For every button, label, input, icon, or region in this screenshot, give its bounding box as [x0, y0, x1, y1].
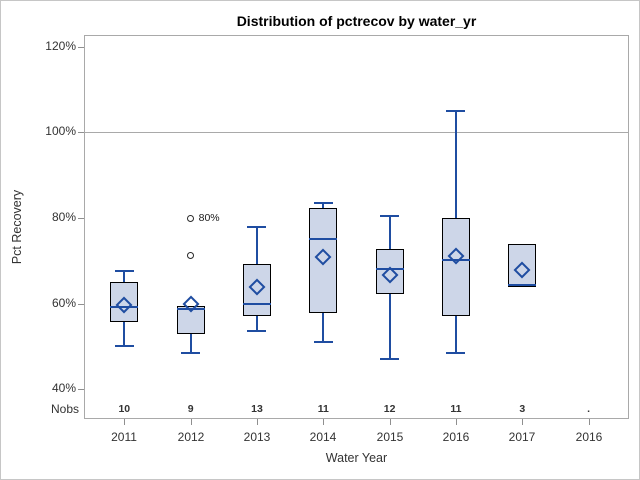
x-axis-title: Water Year — [325, 451, 388, 465]
whisker-cap-bottom — [247, 330, 267, 333]
median-line — [309, 237, 338, 240]
box-iqr — [110, 282, 139, 322]
reference-line-100pct — [84, 132, 629, 133]
x-tick-mark — [323, 419, 324, 425]
outlier-point — [187, 214, 195, 222]
x-tick-mark — [522, 419, 523, 425]
y-tick-label: 100% — [45, 124, 76, 138]
outlier-point — [187, 251, 195, 259]
box-iqr — [242, 263, 271, 317]
x-tick-label: 2012 — [177, 430, 205, 444]
whisker-cap-bottom — [313, 341, 333, 344]
box-iqr — [176, 305, 205, 334]
nobs-value: 10 — [118, 403, 131, 415]
plot-frame — [84, 35, 629, 419]
y-tick-mark — [78, 218, 84, 219]
whisker-cap-top — [313, 202, 333, 205]
x-tick-label: 2011 — [111, 430, 137, 444]
y-tick-mark — [78, 47, 84, 48]
x-tick-label: 2016 — [575, 430, 603, 444]
x-tick-label: 2017 — [508, 430, 536, 444]
box-iqr — [375, 249, 404, 295]
x-tick-label: 2016 — [442, 430, 470, 444]
y-tick-label: 80% — [51, 210, 76, 224]
whisker-cap-bottom — [380, 358, 400, 361]
whisker-cap-bottom — [114, 345, 134, 348]
y-tick-label: 120% — [45, 39, 76, 53]
plot-area: 10 80% 9 13 11 12 11 3. — [84, 35, 629, 419]
outlier-label: 80% — [198, 212, 220, 224]
y-tick-label: 60% — [51, 296, 76, 310]
y-tick-mark — [78, 389, 84, 390]
median-line — [242, 302, 271, 305]
x-tick-label: 2013 — [243, 430, 271, 444]
nobs-value: 11 — [450, 403, 462, 415]
x-tick-mark — [589, 419, 590, 425]
whisker-cap-top — [446, 109, 466, 112]
x-tick-mark — [257, 419, 258, 425]
median-line — [441, 258, 470, 261]
y-tick-label: 40% — [51, 381, 76, 395]
nobs-row-label: Nobs — [50, 402, 79, 416]
x-tick-mark — [456, 419, 457, 425]
x-tick-mark — [124, 419, 125, 425]
box-iqr — [441, 218, 470, 317]
x-tick-label: 2015 — [376, 430, 404, 444]
x-tick-mark — [191, 419, 192, 425]
whisker-cap-bottom — [181, 351, 201, 354]
box-iqr — [309, 208, 338, 314]
nobs-value: . — [587, 403, 591, 415]
y-tick-mark — [78, 304, 84, 305]
nobs-value: 9 — [187, 403, 194, 415]
x-tick-label: 2014 — [309, 430, 337, 444]
whisker-cap-top — [380, 214, 400, 217]
y-axis-title: Pct Recovery — [10, 189, 24, 265]
nobs-value: 13 — [251, 403, 263, 415]
median-line — [110, 305, 139, 308]
box-iqr — [508, 243, 537, 287]
median-line — [176, 307, 205, 310]
median-line — [375, 268, 404, 271]
chart-title: Distribution of pctrecov by water_yr — [236, 13, 477, 29]
nobs-value: 12 — [383, 403, 396, 415]
nobs-value: 11 — [317, 403, 329, 415]
whisker-cap-bottom — [446, 351, 466, 354]
whisker-cap-top — [247, 225, 267, 228]
nobs-value: 3 — [519, 403, 526, 415]
y-tick-mark — [78, 132, 84, 133]
whisker-cap-top — [114, 270, 134, 273]
median-line — [508, 284, 537, 287]
x-tick-mark — [390, 419, 391, 425]
